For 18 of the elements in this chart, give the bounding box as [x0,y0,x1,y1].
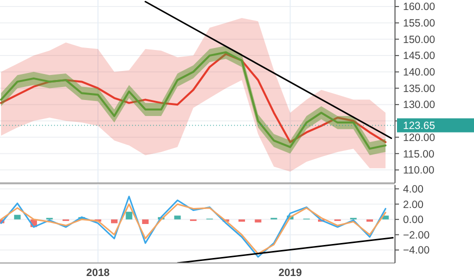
y-tick-label: 120.00 [403,132,436,144]
y-tick-label: 4.00 [403,184,424,196]
y-tick-label: 2.00 [403,198,424,211]
ref-line-label: 123.65 [403,120,436,132]
y-tick-label: 155.00 [403,18,436,30]
x-tick-label: 2019 [278,267,302,279]
y-tick-label: 115.00 [403,148,434,160]
y-tick-label: 150.00 [403,34,436,46]
y-tick-label: 135.00 [403,82,436,95]
y-tick-label: 130.00 [403,99,436,112]
x-tick-label: 2018 [86,267,110,279]
y-tick-label: 160.00 [403,1,436,14]
y-tick-label: 110.00 [403,164,434,177]
y-tick-label: 0.00 [403,214,424,226]
y-tick-label: 140.00 [403,66,436,79]
y-tick-label: 145.00 [403,50,436,62]
y-tick-label: −4.00 [403,244,430,257]
y-tick-label: −2.00 [403,229,430,242]
